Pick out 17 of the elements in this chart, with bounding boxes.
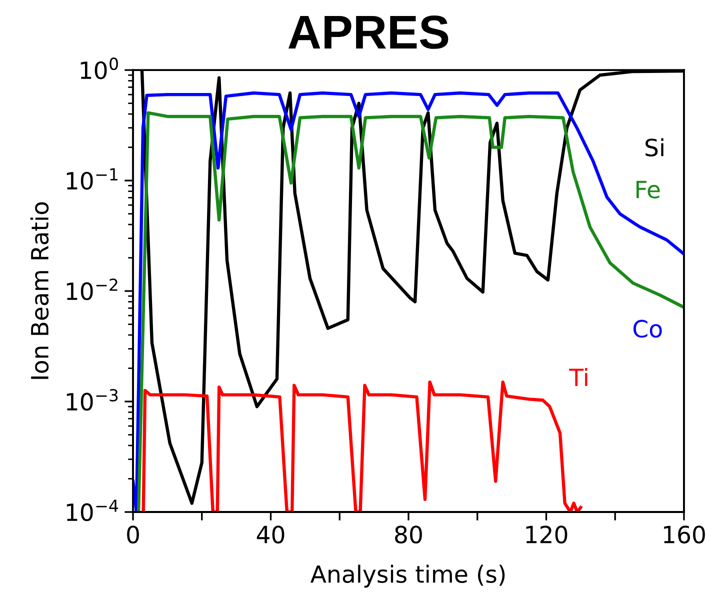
y-tick-label: 10$^{−3}$ — [66, 389, 118, 411]
text: Co — [633, 320, 662, 338]
text: Fe — [636, 180, 660, 198]
x-tick-label: 160 — [664, 526, 705, 544]
y-axis-title: Ion Beam Ratio — [30, 202, 49, 379]
series-label: Ti — [569, 368, 588, 386]
x-tick-label: 0 — [127, 526, 139, 544]
y-tick-label: 10$^{−2}$ — [66, 278, 118, 300]
chart-title: APRES — [288, 15, 448, 49]
x-tick-label: 80 — [395, 526, 422, 544]
y-tick-label: 10$^{−4}$ — [66, 500, 118, 522]
x-axis-title: Analysis time (s) — [310, 564, 505, 588]
text: Si — [646, 138, 664, 156]
x-tick-label: 40 — [256, 526, 284, 544]
y-tick-label: 10$^{−1}$ — [66, 168, 118, 190]
y-tick-label: 10$^{0}$ — [80, 58, 118, 80]
x-tick-label: 120 — [526, 526, 568, 544]
